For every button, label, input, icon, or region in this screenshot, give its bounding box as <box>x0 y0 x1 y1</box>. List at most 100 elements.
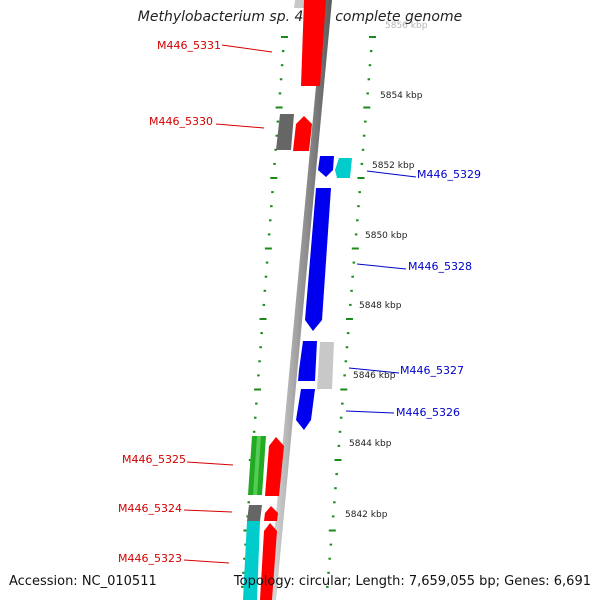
gene-red-5325-neighbor[interactable] <box>265 437 284 496</box>
tick-mark <box>260 332 263 335</box>
tick-mark <box>281 36 288 38</box>
tick-mark <box>331 515 335 518</box>
tick-mark <box>247 501 250 504</box>
kbp-label: 5850 kbp <box>365 231 408 241</box>
tick-mark <box>264 275 268 278</box>
gene-M446_5325-b[interactable] <box>253 436 261 495</box>
gene-blue-5329-neighbor[interactable] <box>318 156 334 177</box>
tick-mark <box>281 50 285 53</box>
tick-mark <box>241 585 244 588</box>
kbp-label: 5854 kbp <box>380 91 423 101</box>
tick-mark <box>340 388 348 391</box>
tick-mark <box>361 148 365 151</box>
tick-mark <box>265 261 269 264</box>
gene-M446_5323[interactable] <box>243 521 260 600</box>
label-M446_5329[interactable]: M446_5329 <box>417 168 481 181</box>
tick-mark <box>368 64 372 67</box>
tick-mark <box>263 289 267 292</box>
gene-M446_5327[interactable] <box>317 342 334 389</box>
tick-mark <box>244 543 247 546</box>
reverse-strand-genes <box>296 156 352 430</box>
kbp-label: 5844 kbp <box>349 439 392 449</box>
tick-mark <box>338 430 342 433</box>
gene-M446_5326[interactable] <box>296 389 315 430</box>
tick-mark <box>345 346 349 349</box>
tick-mark <box>349 303 352 306</box>
kbp-label: 5856 kbp <box>385 21 428 31</box>
label-M446_5330[interactable]: M446_5330 <box>149 115 213 128</box>
tick-mark <box>258 360 261 363</box>
tick-mark <box>242 571 245 574</box>
tick-mark <box>262 303 266 306</box>
tick-mark <box>333 501 336 504</box>
tick-mark <box>366 92 369 95</box>
tick-mark <box>327 571 330 574</box>
tick-mark <box>259 346 262 349</box>
tick-mark <box>346 332 350 335</box>
accession-text: Accession: NC_010511 <box>9 574 157 589</box>
topology-text: Topology: circular; Length: 7,659,055 bp… <box>233 574 591 589</box>
tick-mark <box>328 557 331 560</box>
label-M446_5327[interactable]: M446_5327 <box>400 364 464 377</box>
label-M446_5323[interactable]: M446_5323 <box>118 552 182 565</box>
tick-mark <box>344 360 348 363</box>
label-M446_5324[interactable]: M446_5324 <box>118 502 182 515</box>
kbp-scale-labels: 5856 kbp 5854 kbp 5852 kbp 5850 kbp 5848… <box>345 21 428 520</box>
tick-mark <box>369 36 376 38</box>
gene-M446_5331[interactable] <box>301 0 326 86</box>
label-M446_5328[interactable]: M446_5328 <box>408 260 472 273</box>
tick-mark <box>264 247 272 250</box>
tick-mark <box>279 78 283 81</box>
tick-mark <box>351 275 354 278</box>
tick-mark <box>352 261 356 264</box>
tick-mark <box>269 219 272 222</box>
tick-mark <box>255 402 258 405</box>
label-M446_5331[interactable]: M446_5331 <box>157 39 221 52</box>
inner-tick-ring <box>326 36 376 588</box>
gene-gray-5330-neighbor[interactable] <box>276 114 294 150</box>
gene-M446_5329[interactable] <box>335 158 352 178</box>
tick-mark <box>243 557 246 560</box>
tick-mark <box>254 416 257 419</box>
tick-mark <box>270 177 278 179</box>
tick-mark <box>257 374 260 377</box>
tick-mark <box>267 233 271 236</box>
gene-M446_5330[interactable] <box>293 116 312 151</box>
tick-mark <box>337 444 341 447</box>
tick-mark <box>343 374 346 377</box>
tick-mark <box>254 388 262 391</box>
gene-red-5323-neighbor[interactable] <box>260 523 277 600</box>
tick-mark <box>275 134 278 137</box>
tick-mark <box>270 205 273 208</box>
reverse-gene-labels: M446_5329 M446_5328 M446_5327 M446_5326 <box>396 168 481 419</box>
gene-gray-top[interactable] <box>294 0 306 8</box>
tick-mark <box>360 162 364 165</box>
kbp-label: 5846 kbp <box>353 371 396 381</box>
label-M446_5326[interactable]: M446_5326 <box>396 406 460 419</box>
tick-mark <box>335 473 338 476</box>
kbp-label: 5842 kbp <box>345 510 388 520</box>
tick-mark <box>280 64 284 67</box>
genome-backbone <box>268 0 332 600</box>
kbp-label: 5848 kbp <box>359 301 402 311</box>
gene-blue-5327-neighbor[interactable] <box>298 341 317 381</box>
label-M446_5325[interactable]: M446_5325 <box>122 453 186 466</box>
tick-mark <box>273 162 276 165</box>
tick-mark <box>341 402 344 405</box>
gene-M446_5324[interactable] <box>247 505 262 521</box>
tick-mark <box>339 416 343 419</box>
tick-mark <box>275 106 283 109</box>
tick-mark <box>259 318 267 320</box>
tick-mark <box>358 191 361 194</box>
gene-red-5324-neighbor[interactable] <box>264 506 278 521</box>
tick-mark <box>326 585 329 588</box>
tick-mark <box>346 318 353 320</box>
gene-M446_5328[interactable] <box>305 188 331 331</box>
tick-mark <box>276 120 280 123</box>
tick-mark <box>357 177 365 179</box>
tick-mark <box>334 459 342 461</box>
tick-mark <box>334 487 337 490</box>
tick-mark <box>357 205 360 208</box>
